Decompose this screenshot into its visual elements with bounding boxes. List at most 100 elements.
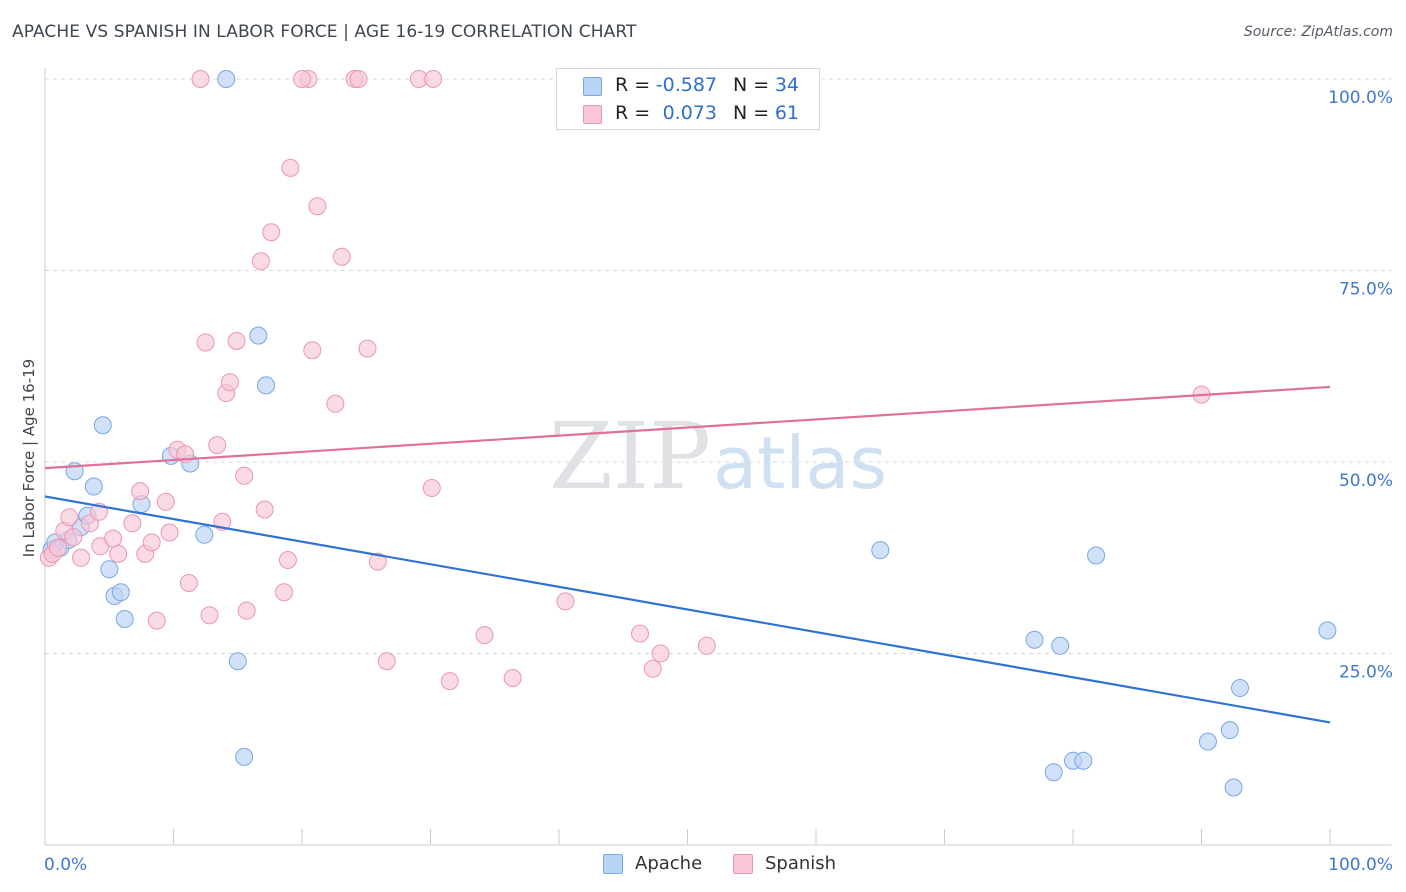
spanish-point-49 <box>422 479 441 497</box>
spanish-point-16 <box>147 611 166 630</box>
apache-point-23 <box>1025 630 1044 649</box>
spanish-point-33 <box>255 500 274 519</box>
spanish-point-28 <box>221 373 239 392</box>
spanish-point-39 <box>303 341 322 360</box>
watermark-atlas: atlas <box>713 421 887 505</box>
spanish-point-46 <box>368 552 387 571</box>
spanish-point-35 <box>275 583 293 602</box>
apache-point-21 <box>257 376 275 395</box>
watermark-zip: ZIP <box>549 403 711 510</box>
watermark: ZIP atlas <box>549 403 887 510</box>
apache-point-8 <box>93 416 112 435</box>
spanish-point-24 <box>200 606 219 625</box>
r-value: 0.073 <box>662 102 717 124</box>
spanish-point-50 <box>424 70 443 88</box>
spanish-point-60 <box>293 70 311 88</box>
n-value: 61 <box>774 102 799 124</box>
n-label: N = <box>733 102 770 124</box>
spanish-swatch <box>583 105 602 124</box>
spanish-point-47 <box>377 652 396 671</box>
trend-layer <box>44 385 1331 724</box>
apache-point-25 <box>1051 636 1070 655</box>
y-tick-label-50: 50.0% <box>1339 471 1393 491</box>
apache-point-33 <box>1318 621 1337 640</box>
legend-label-spanish: Spanish <box>765 853 837 874</box>
series-legend: Apache Spanish <box>0 851 1406 879</box>
legend-label-apache: Apache <box>635 853 703 874</box>
apache-point-16 <box>195 525 214 544</box>
y-tick-label-75: 75.0% <box>1339 280 1393 300</box>
spanish-point-37 <box>281 158 300 177</box>
n-label: N = <box>733 74 770 96</box>
apache-point-7 <box>84 477 103 496</box>
apache-point-31 <box>1224 778 1243 797</box>
spanish-point-56 <box>643 659 662 678</box>
apache-point-19 <box>235 747 254 766</box>
spanish-point-4 <box>60 508 79 527</box>
r-label: R = <box>615 102 651 124</box>
y-tick-label-25: 25.0% <box>1339 663 1393 683</box>
spanish-point-53 <box>503 669 522 687</box>
x-tick-label-min: 0.0% <box>44 855 87 875</box>
axes-layer <box>44 68 1393 846</box>
spanish-point-41 <box>326 394 345 413</box>
spanish-point-32 <box>251 252 270 271</box>
spanish-point-34 <box>262 223 281 242</box>
apache-point-11 <box>111 583 130 602</box>
spanish-point-44 <box>349 70 368 88</box>
spanish-point-54 <box>556 592 575 611</box>
spanish-point-30 <box>235 466 254 485</box>
spanish-point-13 <box>131 482 150 501</box>
n-value: 34 <box>774 74 799 96</box>
spanish-point-5 <box>64 528 83 547</box>
apache-swatch <box>603 854 623 874</box>
apache-point-24 <box>1044 763 1063 782</box>
legend-row-spanish: R = 0.073 N = 61 <box>557 100 819 128</box>
apache-point-18 <box>228 652 247 671</box>
spanish-point-58 <box>697 636 716 655</box>
spanish-point-55 <box>631 624 649 643</box>
spanish-swatch <box>733 854 753 874</box>
points-layer <box>39 70 1337 797</box>
spanish-point-52 <box>475 626 494 645</box>
spanish-point-51 <box>440 672 459 691</box>
correlation-legend: R = -0.587 N = 34 R = 0.073 N = 61 <box>556 68 820 130</box>
spanish-point-2 <box>48 538 67 557</box>
spanish-point-29 <box>227 332 246 350</box>
spanish-point-10 <box>104 529 123 548</box>
apache-point-32 <box>1231 679 1249 697</box>
apache-point-17 <box>217 70 236 88</box>
spanish-point-42 <box>332 247 351 266</box>
tick-labels-layer: 25.0% 50.0% 75.0% 100.0% 0.0% 100.0% <box>44 88 1393 875</box>
spanish-point-6 <box>72 548 90 567</box>
apache-point-27 <box>1074 751 1093 770</box>
spanish-point-36 <box>278 551 297 569</box>
spanish-point-23 <box>196 333 215 352</box>
spanish-point-15 <box>142 533 161 552</box>
r-label: R = <box>615 74 651 96</box>
spanish-point-45 <box>358 339 377 358</box>
spanish-point-22 <box>191 70 210 88</box>
spanish-point-12 <box>123 514 142 533</box>
spanish-point-25 <box>208 436 227 455</box>
apache-point-20 <box>249 326 268 345</box>
chart-title: APACHE VS SPANISH IN LABOR FORCE | AGE 1… <box>12 22 637 42</box>
spanish-point-31 <box>237 601 256 620</box>
r-value: -0.587 <box>655 74 717 96</box>
grid-layer <box>45 78 1392 654</box>
apache-point-29 <box>1198 732 1217 751</box>
spanish-point-21 <box>179 574 198 592</box>
apache-trend-line <box>44 495 1331 724</box>
spanish-point-17 <box>156 492 175 511</box>
apache-point-9 <box>100 560 119 579</box>
apache-point-12 <box>115 610 134 628</box>
spanish-point-57 <box>651 644 670 663</box>
apache-swatch <box>583 77 602 96</box>
legend-row-apache: R = -0.587 N = 34 <box>557 72 819 100</box>
spanish-point-11 <box>109 544 128 563</box>
source-credit: Source: ZipAtlas.com <box>1243 24 1393 40</box>
spanish-point-40 <box>308 197 327 216</box>
spanish-point-18 <box>160 523 179 542</box>
apache-point-28 <box>1087 546 1106 565</box>
